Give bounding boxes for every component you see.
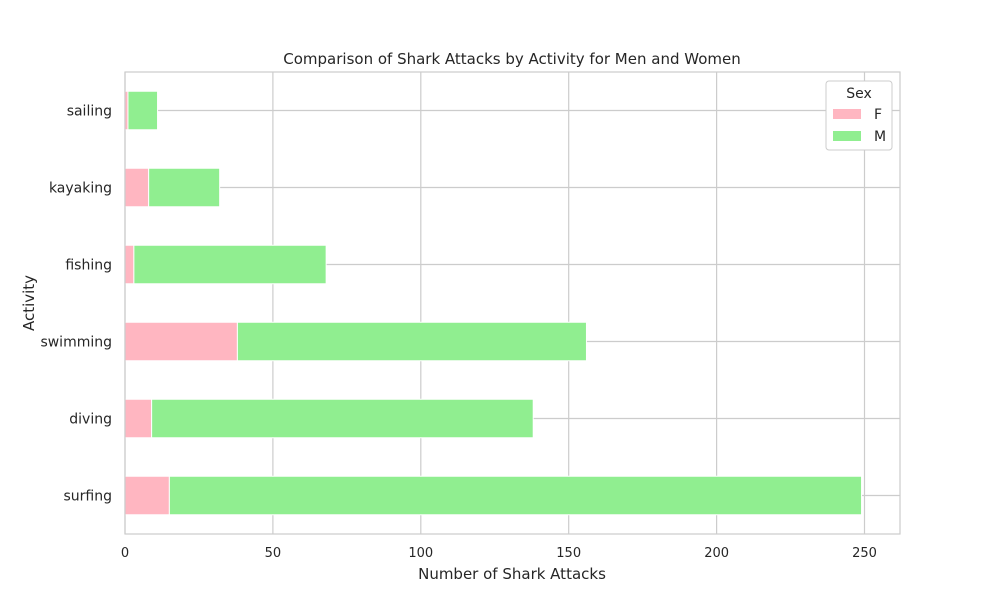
y-tick-label: diving	[69, 412, 112, 428]
bar-sailing-M	[127, 90, 159, 131]
x-tick-label: 250	[852, 546, 877, 561]
plot-frame	[124, 71, 901, 535]
legend-title: Sex	[846, 86, 872, 102]
bars	[124, 90, 863, 516]
y-tick-label: surfing	[63, 489, 112, 505]
bar-kayaking-F	[124, 167, 150, 208]
legend-label-M: M	[874, 129, 886, 145]
bar-surfing-F	[124, 475, 170, 516]
y-tick-labels: surfing diving swimming fishing kayaking sail…	[40, 104, 112, 505]
y-tick-label: kayaking	[49, 181, 112, 197]
y-axis-label: Activity	[20, 275, 38, 331]
bar-swimming-F	[124, 321, 238, 362]
x-tick-label: 0	[121, 546, 129, 561]
y-tick-label: fishing	[65, 258, 112, 274]
bar-swimming-M	[236, 321, 587, 362]
legend-swatch-F	[833, 109, 861, 119]
x-tick-label: 50	[265, 546, 282, 561]
y-tick-label: swimming	[40, 335, 112, 351]
x-tick-label: 200	[704, 546, 729, 561]
x-axis-label: Number of Shark Attacks	[418, 565, 606, 583]
bar-fishing-M	[133, 244, 327, 285]
bar-diving-M	[151, 398, 534, 439]
x-tick-labels: 0 50 100 150 200 250	[121, 546, 877, 561]
bar-diving-F	[124, 398, 153, 439]
x-tick-label: 150	[556, 546, 581, 561]
y-tick-label: sailing	[67, 104, 112, 120]
bar-kayaking-M	[148, 167, 221, 208]
bar-fishing-F	[124, 244, 135, 285]
legend: Sex FM	[825, 80, 893, 151]
x-tick-label: 100	[408, 546, 433, 561]
legend-label-F: F	[874, 107, 882, 123]
legend-swatch-M	[833, 131, 861, 141]
bar-surfing-M	[168, 475, 863, 516]
chart-title: Comparison of Shark Attacks by Activity …	[283, 50, 740, 68]
